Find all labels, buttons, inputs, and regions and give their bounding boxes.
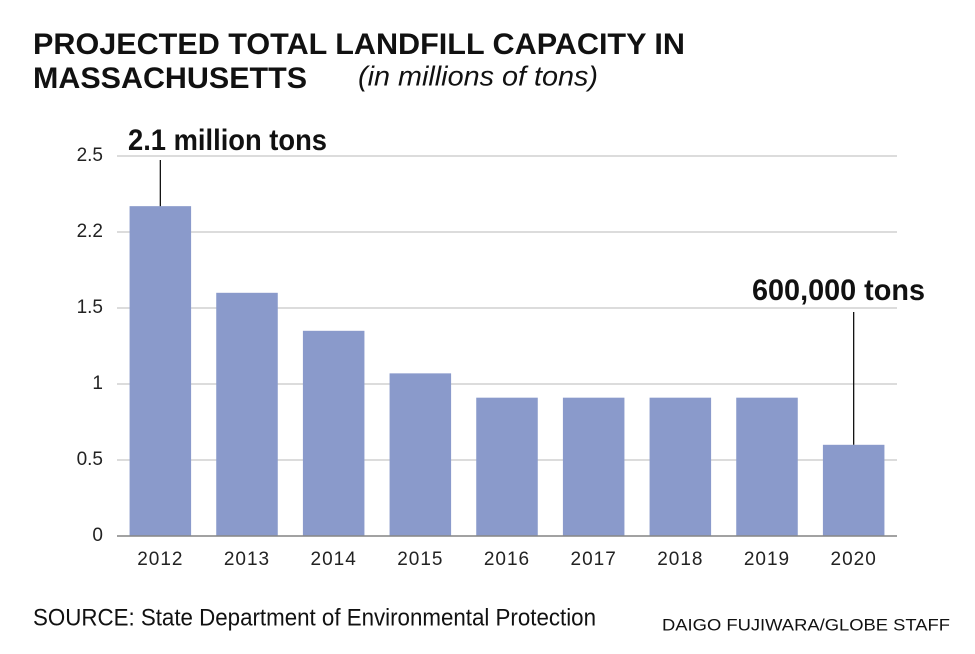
y-tick-label: 2.5 xyxy=(77,145,103,166)
x-tick-label: 2020 xyxy=(831,549,877,570)
x-tick-label: 2018 xyxy=(657,549,703,570)
annotation: 2.1 million tons xyxy=(128,124,327,157)
y-tick-label: 1.5 xyxy=(77,297,103,318)
bar xyxy=(129,206,192,536)
x-tick-label: 2016 xyxy=(484,549,530,570)
y-tick-label: 1 xyxy=(92,373,103,394)
bar xyxy=(736,397,798,536)
bar xyxy=(649,397,712,536)
bar xyxy=(476,397,538,536)
bar xyxy=(216,292,278,536)
x-tick-label: 2014 xyxy=(311,549,357,570)
bar xyxy=(302,330,365,536)
bar xyxy=(822,444,885,536)
x-tick-label: 2012 xyxy=(137,549,183,570)
y-tick-label: 0 xyxy=(92,525,103,546)
y-tick-label: 0.5 xyxy=(77,449,103,470)
chart-title: PROJECTED TOTAL LANDFILL CAPACITY IN xyxy=(33,28,685,61)
x-tick-label: 2017 xyxy=(571,549,617,570)
bar xyxy=(389,373,452,536)
x-tick-label: 2013 xyxy=(224,549,270,570)
credit: DAIGO FUJIWARA/GLOBE STAFF xyxy=(662,615,950,634)
x-tick-label: 2019 xyxy=(744,549,790,570)
y-tick-label: 2.2 xyxy=(77,221,103,242)
x-tick-label: 2015 xyxy=(397,549,443,570)
source: SOURCE: State Department of Environmenta… xyxy=(33,604,596,631)
chart-subtitle: (in millions of tons) xyxy=(358,60,598,91)
annotation: 600,000 tons xyxy=(752,274,925,307)
chart-title: MASSACHUSETTS xyxy=(33,62,307,95)
bar xyxy=(562,397,625,536)
